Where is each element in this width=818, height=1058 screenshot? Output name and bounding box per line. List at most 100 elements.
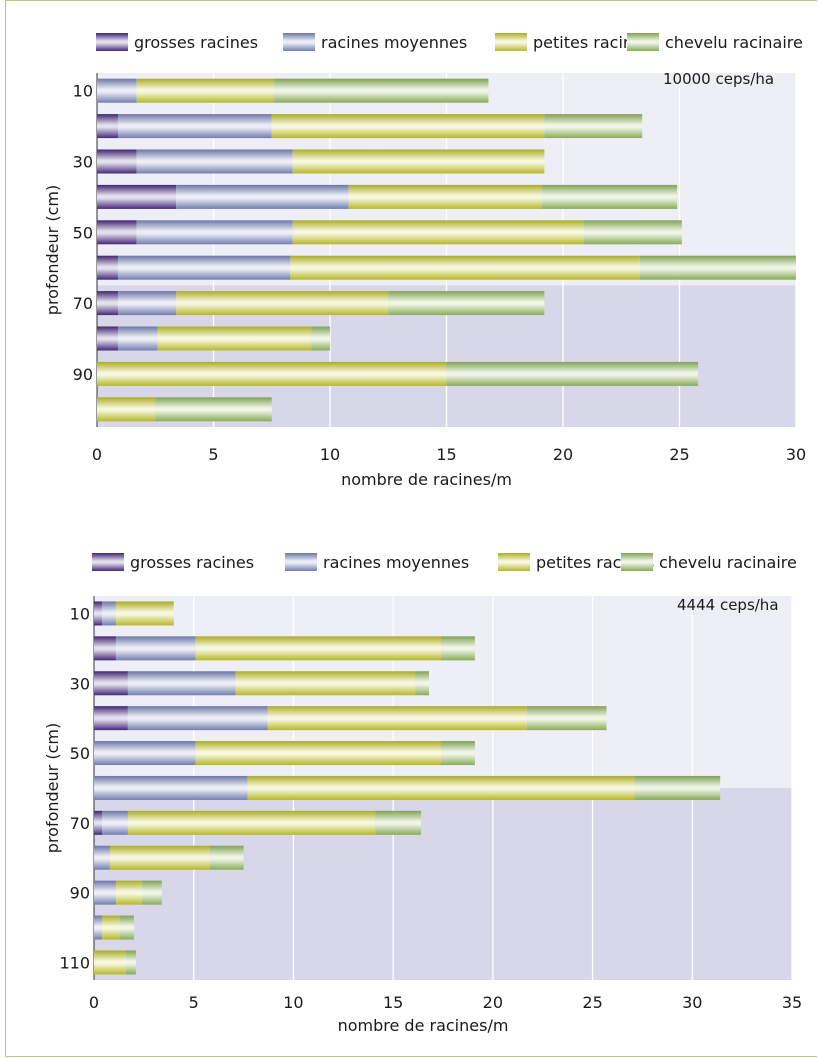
legend-swatch-moyennes [285, 553, 317, 571]
bar-segment-petites [235, 671, 416, 696]
legend-label-petites: petites racines [533, 33, 651, 52]
bar-segment-chevelu [583, 220, 682, 245]
y-tick-label: 50 [73, 223, 93, 242]
bar-segment-petites [195, 741, 442, 766]
bar-segment-petites [292, 220, 584, 245]
legend-label-grosses: grosses racines [134, 33, 258, 52]
chart-4444-ceps: grosses racines racines moyennes petites r… [43, 553, 802, 1035]
x-tick-labels: 0 5 10 15 20 25 30 [92, 445, 806, 464]
bar-segment-moyennes [94, 915, 102, 940]
bar-segment-moyennes [101, 601, 116, 626]
x-tick-label: 25 [669, 445, 689, 464]
bar-segment-petites [101, 915, 120, 940]
x-axis-label: nombre de racines/m [338, 1016, 509, 1035]
bar-segment-chevelu [441, 636, 475, 661]
legend-swatch-petites [495, 33, 527, 51]
legend-swatch-grosses [96, 33, 128, 51]
bar-segment-grosses [97, 255, 118, 280]
x-tick-label: 10 [320, 445, 340, 464]
x-tick-label: 5 [189, 993, 199, 1012]
bar-segment-moyennes [127, 706, 268, 731]
bar-segment-petites [109, 845, 210, 870]
x-tick-label: 10 [283, 993, 303, 1012]
chart-10000-ceps: grosses racines racines moyennes petites r… [43, 33, 806, 489]
bar-segment-petites [136, 78, 275, 103]
legend-swatch-chevelu [627, 33, 659, 51]
bar-segment-moyennes [94, 845, 110, 870]
bars [94, 601, 721, 975]
x-tick-label: 25 [582, 993, 602, 1012]
y-tick-label: 30 [73, 153, 93, 172]
bar-segment-petites [271, 114, 545, 139]
y-tick-label: 50 [70, 744, 90, 763]
legend-label-grosses: grosses racines [130, 553, 254, 572]
x-tick-label: 5 [208, 445, 218, 464]
x-tick-label: 30 [682, 993, 702, 1012]
y-tick-label: 30 [70, 674, 90, 693]
legend: grosses racines racines moyennes petites r… [96, 33, 803, 52]
y-tick-label: 70 [70, 814, 90, 833]
x-tick-label: 15 [383, 993, 403, 1012]
bar-segment-petites [127, 810, 376, 835]
bar-segment-moyennes [117, 255, 291, 280]
density-annotation: 4444 ceps/ha [677, 596, 779, 614]
legend-swatch-chevelu [621, 553, 653, 571]
legend: grosses racines racines moyennes petites r… [92, 553, 797, 572]
bar-segment-petites [290, 255, 640, 280]
bar-segment-chevelu [375, 810, 422, 835]
bar-segment-chevelu [526, 706, 607, 731]
y-tick-label: 110 [59, 953, 90, 972]
y-axis-label: profondeur (cm) [43, 185, 62, 315]
bar-segment-grosses [94, 706, 128, 731]
legend-swatch-grosses [92, 553, 124, 571]
bar-segment-moyennes [94, 880, 116, 905]
bar-segment-grosses [94, 671, 128, 696]
bar-segment-petites [115, 601, 174, 626]
legend-label-moyennes: racines moyennes [321, 33, 467, 52]
x-tick-label: 0 [92, 445, 102, 464]
bar-segment-grosses [97, 114, 118, 139]
density-annotation: 10000 ceps/ha [663, 70, 774, 88]
bars [97, 78, 796, 422]
x-tick-label: 0 [89, 993, 99, 1012]
bar-segment-moyennes [117, 326, 158, 351]
x-tick-label: 20 [553, 445, 573, 464]
legend-label-chevelu: chevelu racinaire [665, 33, 803, 52]
legend-label-moyennes: racines moyennes [323, 553, 469, 572]
bar-segment-moyennes [117, 291, 177, 316]
bar-segment-chevelu [125, 950, 136, 975]
bar-segment-grosses [97, 326, 118, 351]
bar-segment-chevelu [544, 114, 643, 139]
bar-segment-chevelu [542, 184, 678, 209]
legend-label-chevelu: chevelu racinaire [659, 553, 797, 572]
bar-segment-petites [157, 326, 312, 351]
bar-segment-chevelu [415, 671, 430, 696]
bar-segment-petites [348, 184, 543, 209]
bar-segment-chevelu [441, 741, 475, 766]
bar-segment-petites [94, 950, 126, 975]
y-axis-label: profondeur (cm) [43, 723, 62, 853]
bar-segment-chevelu [155, 397, 272, 422]
bar-segment-grosses [94, 636, 116, 661]
y-tick-label: 70 [73, 294, 93, 313]
y-tick-label: 90 [73, 365, 93, 384]
y-tick-label: 90 [70, 884, 90, 903]
bar-segment-moyennes [115, 636, 196, 661]
y-tick-label: 10 [70, 604, 90, 623]
bar-segment-petites [292, 149, 545, 174]
x-tick-label: 20 [483, 993, 503, 1012]
bar-segment-grosses [97, 291, 118, 316]
bar-segment-grosses [94, 810, 102, 835]
bar-segment-moyennes [127, 671, 236, 696]
bar-segment-chevelu [634, 775, 721, 800]
bar-segment-moyennes [101, 810, 128, 835]
bar-segment-petites [97, 361, 447, 386]
x-axis-label: nombre de racines/m [341, 470, 512, 489]
x-tick-labels: 0 5 10 15 20 25 30 35 [89, 993, 802, 1012]
bar-segment-moyennes [136, 220, 293, 245]
bar-segment-chevelu [209, 845, 244, 870]
bar-segment-petites [247, 775, 635, 800]
x-tick-label: 30 [786, 445, 806, 464]
bar-segment-chevelu [446, 361, 699, 386]
